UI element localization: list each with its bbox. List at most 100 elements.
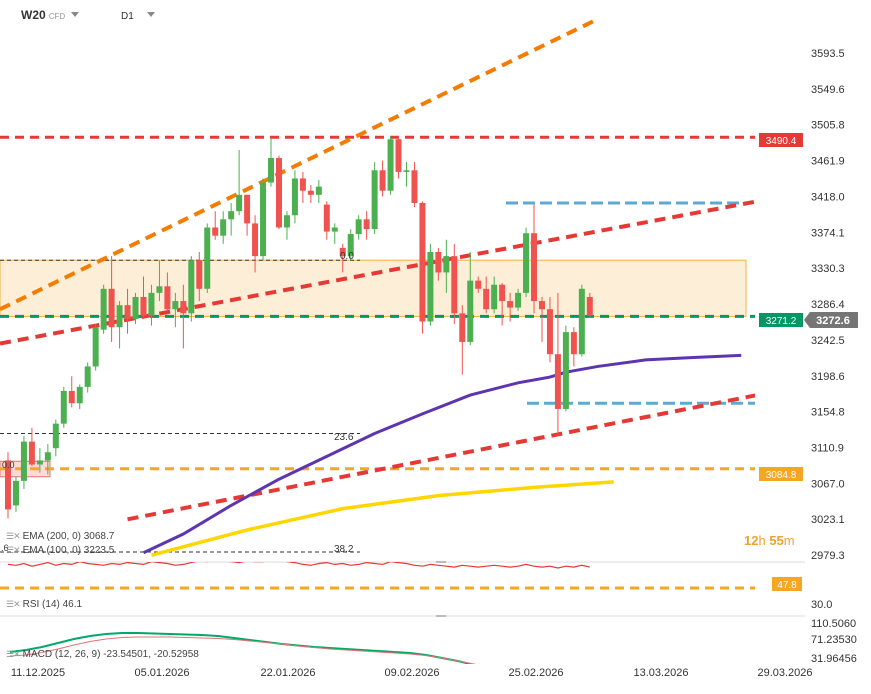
fib-label-38-2: 38.2 <box>334 544 354 555</box>
candle-body <box>419 202 426 322</box>
candle-body <box>523 233 530 293</box>
countdown-hours-unit: h <box>758 533 766 548</box>
candle-body <box>387 139 394 191</box>
pane-resize-handle-rsi[interactable] <box>436 561 446 563</box>
chevron-down-icon[interactable] <box>71 12 79 17</box>
current-price-text: 3272.6 <box>816 315 850 327</box>
candle <box>451 243 458 324</box>
candle-body <box>459 313 466 342</box>
settings-icon[interactable]: ☰✕ <box>6 599 21 609</box>
candle <box>379 160 386 197</box>
candle <box>339 243 346 273</box>
ema100-legend-text: EMA (100, 0) 3223.5 <box>22 545 115 556</box>
candle-body <box>116 305 123 328</box>
candle <box>307 184 314 203</box>
candle <box>148 284 155 326</box>
trendline-red-lower <box>127 393 755 522</box>
settings-icon[interactable]: ☰✕ <box>6 545 21 555</box>
price-tick-label: 3505.8 <box>811 120 845 132</box>
ema200-legend[interactable]: ☰✕ EMA (200, 0) 3068.7 <box>6 531 114 542</box>
fib-zone-box <box>0 259 747 317</box>
candle <box>315 180 322 203</box>
countdown-minutes: 55 <box>769 533 784 548</box>
candle <box>116 301 123 349</box>
candle-body <box>323 204 330 232</box>
candle-body <box>228 211 235 220</box>
candle-body <box>236 194 243 212</box>
trendlines <box>0 17 755 522</box>
candle <box>523 227 530 297</box>
ema100-legend[interactable]: ☰✕ EMA (100, 0) 3223.5 <box>6 545 114 556</box>
price-tick-label: 3593.5 <box>811 48 845 60</box>
countdown-hours: 12 <box>744 533 759 548</box>
chevron-down-icon[interactable] <box>147 12 155 17</box>
candle <box>387 135 394 195</box>
candle <box>52 419 59 457</box>
price-tick-label: 2979.3 <box>811 550 845 562</box>
lower-support-price-text: 3084.8 <box>766 470 797 481</box>
candle <box>228 202 235 236</box>
price-tick-label: 3461.9 <box>811 156 845 168</box>
rsi-pane <box>0 562 755 590</box>
candle-body <box>180 301 187 314</box>
candle-body <box>531 233 538 302</box>
candle <box>212 211 219 240</box>
candle-countdown: 12h 55m <box>744 533 795 548</box>
rsi-level-badge: 47.8 <box>772 577 802 591</box>
candle <box>156 260 163 302</box>
candle-body <box>307 190 314 195</box>
candles <box>5 135 593 519</box>
price-tick-label: 3418.0 <box>811 191 845 203</box>
candle-body <box>451 256 458 314</box>
timeframe-selector[interactable]: D1 <box>121 11 134 22</box>
macd-legend[interactable]: ☰✕ MACD (12, 26, 9) -23.54501, -20.52958 <box>6 649 199 660</box>
candle-body <box>196 260 203 289</box>
candle <box>100 284 107 334</box>
candle <box>275 155 282 230</box>
candle-body <box>570 332 577 355</box>
timeframe-label: D1 <box>121 11 134 22</box>
candle <box>531 204 538 314</box>
support-price-badge: 3271.2 <box>759 313 803 327</box>
candle <box>236 149 243 216</box>
candle-body <box>427 252 434 322</box>
candle-body <box>156 286 163 293</box>
macd-tick-label: 31.96456 <box>811 653 857 665</box>
candle <box>84 362 91 393</box>
candle-body <box>283 215 290 228</box>
candle-body <box>252 223 259 257</box>
candle <box>92 323 99 371</box>
candle-body <box>379 170 386 191</box>
candle-body <box>347 234 354 257</box>
price-tick-label: 3023.1 <box>811 514 845 526</box>
rsi-legend[interactable]: ☰✕ RSI (14) 46.1 <box>6 599 82 610</box>
settings-icon[interactable]: ☰✕ <box>6 531 21 541</box>
candle-body <box>578 288 585 355</box>
price-axis: 3593.5 3549.6 3505.8 3461.9 3418.0 3374.1 3330… <box>811 48 857 665</box>
fib-label-left-cut: .6 <box>1 543 9 553</box>
macd-pane <box>9 632 477 664</box>
candle <box>28 427 35 467</box>
candle <box>140 276 147 318</box>
candle-body <box>108 288 115 328</box>
candle <box>291 170 298 224</box>
candle-body <box>363 219 370 230</box>
support-price-text: 3271.2 <box>766 316 797 327</box>
settings-icon[interactable]: ☰✕ <box>6 649 21 659</box>
candle-body <box>538 301 545 310</box>
time-tick-label: 05.01.2026 <box>134 667 189 679</box>
price-tick-label: 3286.4 <box>811 299 845 311</box>
candle <box>419 201 426 334</box>
candle <box>411 162 418 208</box>
trendline-red-upper <box>0 199 755 346</box>
candle-body <box>52 423 59 449</box>
price-tick-label: 3067.0 <box>811 478 845 490</box>
pane-resize-handle-macd[interactable] <box>436 615 446 617</box>
candle-body <box>84 366 91 387</box>
candle-body <box>244 194 251 224</box>
symbol-selector[interactable]: W20 CFD <box>21 8 65 22</box>
candle <box>562 325 569 412</box>
ema100-line <box>142 353 742 555</box>
candle-body <box>68 390 75 404</box>
